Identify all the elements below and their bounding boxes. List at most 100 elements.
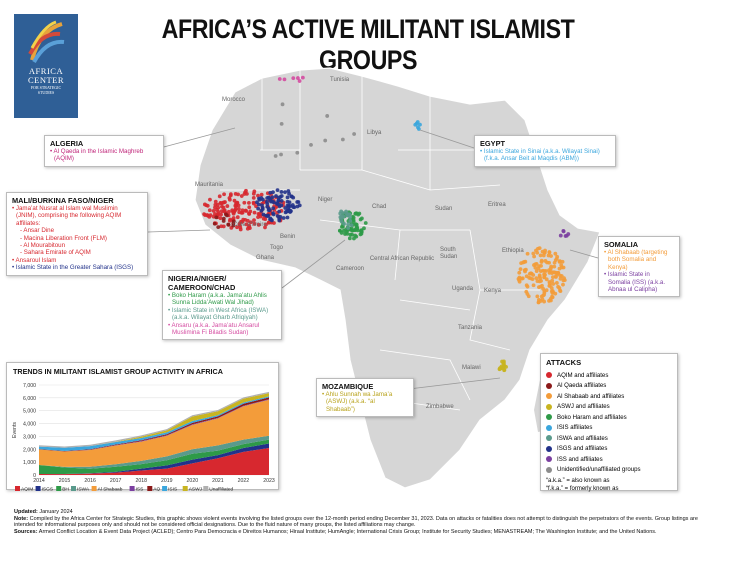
- event-point: [342, 221, 346, 226]
- event-point: [341, 211, 346, 215]
- legend-label: Boko Haram and affiliates: [557, 413, 627, 421]
- event-point: [285, 215, 290, 220]
- callout-mali-line: • Islamic State in the Greater Sahara (I…: [12, 264, 134, 272]
- event-point: [219, 212, 223, 217]
- event-point: [279, 198, 284, 203]
- event-point: [557, 259, 562, 264]
- event-point: [538, 284, 543, 289]
- logo-line2: CENTER: [27, 75, 65, 85]
- event-point: [233, 203, 238, 208]
- country-label-kenya: Kenya: [484, 288, 502, 294]
- event-point: [251, 200, 256, 205]
- event-point: [550, 289, 555, 293]
- event-point: [218, 216, 223, 221]
- event-point: [256, 202, 261, 207]
- event-point: [265, 199, 269, 204]
- event-point: [531, 251, 536, 256]
- event-point: [272, 221, 276, 225]
- event-point: [354, 222, 358, 227]
- event-point: [279, 190, 284, 194]
- country-label-south-sudan: South Sudan: [440, 247, 458, 260]
- y-tick-label: 0: [33, 473, 36, 479]
- y-tick-label: 3,000: [23, 434, 36, 440]
- chart-title: TRENDS IN MILITANT ISLAMIST GROUP ACTIVI…: [13, 367, 223, 376]
- legend-dot-icon: [546, 445, 552, 452]
- country-label-malawi: Malawi: [462, 365, 481, 371]
- chart-legend-swatch: [162, 486, 168, 491]
- callout-egypt-line: (f.k.a. Ansar Beit al Maqdis (ABM)): [484, 155, 579, 163]
- chart-legend-swatch: [71, 486, 76, 491]
- event-point: [267, 208, 272, 213]
- event-point: [283, 190, 287, 195]
- event-point: [237, 210, 242, 215]
- event-point: [544, 288, 549, 293]
- callout-somalia-line: Somalia (ISS) (a.k.a.: [608, 278, 666, 286]
- event-point: [359, 230, 364, 234]
- y-tick-label: 5,000: [23, 409, 36, 415]
- event-point: [282, 77, 287, 82]
- event-point: [286, 189, 291, 193]
- event-point: [539, 263, 543, 268]
- area-series-al-shabaab: [39, 399, 269, 467]
- legend-dot-icon: [546, 414, 552, 421]
- event-point: [563, 234, 568, 238]
- chart-legend-label: AQ: [153, 487, 160, 492]
- event-point: [223, 200, 227, 204]
- country-label-mauritania: Mauritania: [195, 182, 224, 188]
- country-label-chad: Chad: [372, 204, 387, 210]
- event-point: [352, 236, 356, 241]
- area-series-iswa: [39, 435, 269, 469]
- africa-center-logo: AFRICA CENTER FOR STRATEGIC STUDIES: [14, 14, 78, 118]
- event-point: [544, 277, 549, 282]
- event-point: [340, 137, 345, 142]
- event-point: [279, 194, 284, 198]
- event-point: [537, 273, 542, 278]
- event-point: [248, 209, 253, 214]
- chart-legend-swatch: [147, 486, 153, 491]
- event-point: [525, 284, 530, 289]
- event-point: [240, 208, 245, 213]
- callout-nigeria-line: • Ansaru (a.k.a. Jama’atu Ansarul: [168, 321, 260, 329]
- x-tick-label: 2019: [161, 478, 173, 484]
- y-tick-label: 4,000: [23, 422, 36, 428]
- event-point: [251, 195, 256, 200]
- legend-item: AQIM and affiliates: [546, 370, 672, 381]
- event-point: [416, 125, 420, 130]
- event-point: [237, 223, 242, 227]
- event-point: [539, 260, 544, 264]
- event-point: [207, 208, 212, 213]
- event-points: [202, 75, 571, 373]
- callout-mali-line: - Al Mourabitoun: [20, 242, 66, 250]
- event-point: [276, 202, 281, 207]
- event-point: [256, 222, 261, 227]
- legend-dot-icon: [546, 456, 552, 463]
- event-point: [275, 188, 280, 192]
- callout-mali-line: - Sahara Emirate of AQIM: [20, 249, 91, 257]
- logo-line4: STUDIES: [37, 90, 55, 95]
- country-label-ghana: Ghana: [256, 255, 275, 261]
- event-point: [252, 210, 257, 215]
- event-point: [292, 205, 297, 210]
- callout-somalia-line: • Al Shabaab (targeting: [604, 249, 668, 256]
- event-point: [536, 297, 541, 302]
- event-point: [502, 363, 507, 368]
- event-point: [244, 222, 249, 227]
- country-label-togo: Togo: [270, 245, 284, 251]
- event-point: [346, 222, 351, 227]
- callout-somalia-line: Abnaa ul Calipha): [608, 286, 658, 294]
- country-label-ethiopia: Ethiopia: [502, 248, 524, 254]
- area-series-aswj: [39, 393, 269, 448]
- legend-item: Al Shabaab and affiliates: [546, 391, 672, 402]
- chart-legend-label: ISS: [136, 487, 144, 492]
- event-point: [254, 204, 258, 209]
- event-point: [271, 211, 275, 216]
- event-point: [218, 200, 223, 205]
- event-point: [551, 275, 555, 280]
- event-point: [517, 279, 522, 284]
- event-point: [214, 215, 219, 220]
- country-label-cote: Côte d’Ivoire: [233, 222, 267, 228]
- event-point: [243, 217, 248, 222]
- legend-label: Unidentified/unaffiliated groups: [557, 466, 641, 474]
- event-point: [418, 122, 422, 127]
- event-point: [534, 248, 538, 253]
